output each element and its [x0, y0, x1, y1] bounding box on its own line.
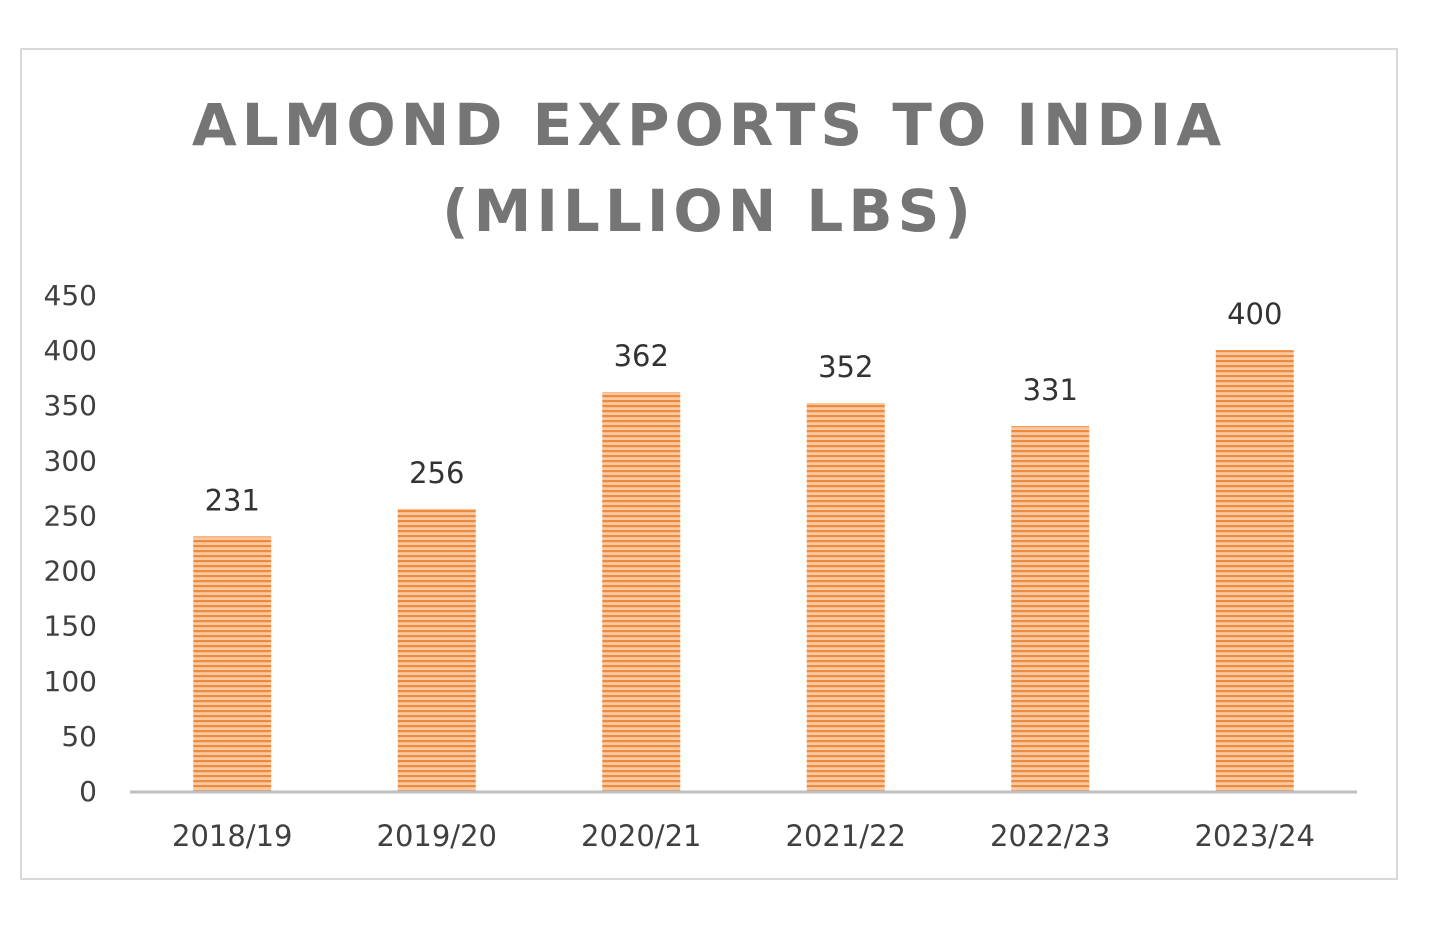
chart-title-line-1: ALMOND EXPORTS TO INDIA	[191, 91, 1227, 159]
data-label: 256	[409, 456, 464, 490]
x-category-label: 2022/23	[990, 819, 1110, 853]
y-tick-label: 400	[44, 334, 97, 367]
data-label: 400	[1227, 297, 1282, 331]
bars-group	[193, 350, 1294, 791]
y-tick-label: 200	[44, 555, 97, 588]
bar-2023-24	[1215, 350, 1294, 791]
y-tick-label: 450	[44, 279, 97, 312]
bar-2019-20	[397, 508, 476, 791]
data-label: 231	[205, 483, 260, 517]
x-category-label: 2018/19	[172, 819, 292, 853]
data-labels-group: 231 256 362 352 331 400	[205, 297, 1283, 517]
y-tick-label: 300	[44, 444, 97, 477]
x-category-label: 2019/20	[377, 819, 497, 853]
data-label: 331	[1023, 373, 1078, 407]
chart-title: ALMOND EXPORTS TO INDIA (MILLION LBS)	[20, 82, 1398, 254]
y-axis-ticks: 0 50 100 150 200 250 300 350 400 450	[44, 279, 97, 808]
x-axis-labels: 2018/19 2019/20 2020/21 2021/22 2022/23 2023/…	[172, 819, 1315, 853]
y-tick-label: 50	[61, 720, 97, 753]
y-tick-label: 0	[79, 775, 97, 808]
x-category-label: 2023/24	[1195, 819, 1315, 853]
x-category-label: 2020/21	[581, 819, 701, 853]
y-tick-label: 350	[44, 389, 97, 422]
y-tick-label: 250	[44, 499, 97, 532]
bar-2020-21	[602, 391, 681, 791]
x-category-label: 2021/22	[786, 819, 906, 853]
bar-2022-23	[1011, 426, 1090, 791]
y-tick-label: 150	[44, 610, 97, 643]
data-label: 352	[818, 350, 873, 384]
bar-2018-19	[193, 536, 272, 791]
data-label: 362	[614, 339, 669, 373]
y-tick-label: 100	[44, 665, 97, 698]
bar-2021-22	[806, 403, 885, 791]
chart-title-line-2: (MILLION LBS)	[442, 177, 976, 245]
